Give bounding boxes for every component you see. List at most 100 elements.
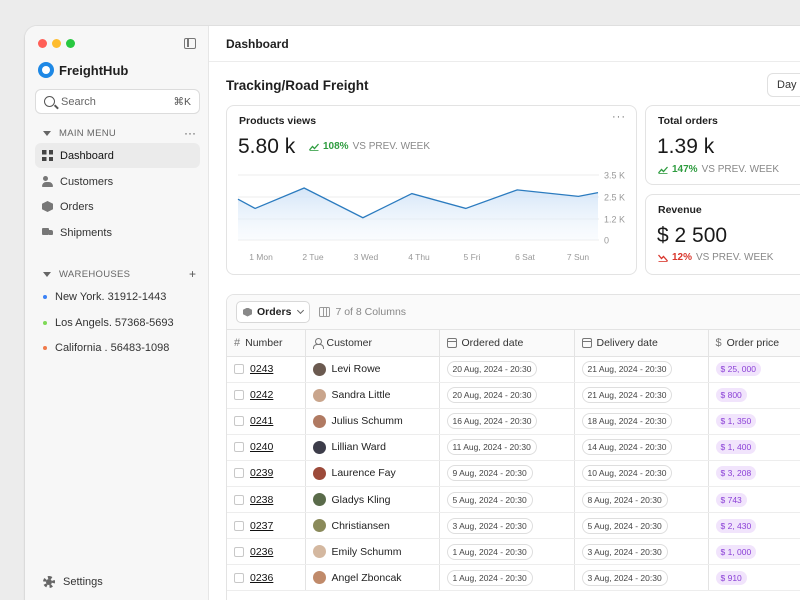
maximize-window-button[interactable] (66, 39, 75, 48)
order-number-link[interactable]: 0239 (250, 467, 274, 480)
columns-info: 7 of 8 Columns (335, 306, 407, 318)
row-checkbox[interactable] (234, 442, 244, 453)
user-icon (312, 337, 324, 349)
sidebar-item-customers[interactable]: Customers (35, 169, 200, 194)
table-row[interactable]: 0241 Julius Schumm 16 Aug, 2024 - 20:30 … (227, 408, 800, 435)
sidebar-item-shipments[interactable]: Shipments (35, 220, 200, 245)
trend-indicator: 108% VS PREV. WEEK (309, 141, 430, 152)
table-row[interactable]: 0236 Emily Schumm 1 Aug, 2024 - 20:30 3 … (227, 538, 800, 566)
page-title: Tracking/Road Freight (226, 78, 369, 93)
calendar-icon (581, 337, 592, 348)
box-icon (42, 201, 53, 212)
minimize-window-button[interactable] (52, 39, 61, 48)
number-cell: 0243 (227, 356, 306, 383)
column-header-delivery-date[interactable]: Delivery date (574, 330, 709, 357)
row-checkbox[interactable] (234, 520, 244, 531)
order-price-badge: $ 1, 000 (715, 544, 757, 559)
x-tick-label: 4 Thu (408, 252, 430, 262)
trend-indicator: 12% VS PREV. WEEK (658, 252, 773, 263)
customer-name: Christiansen (331, 519, 390, 532)
number-cell: 0237 (227, 512, 306, 540)
columns-toggle[interactable]: 7 of 8 Columns (319, 306, 406, 318)
avatar (312, 414, 326, 428)
column-header-order-price[interactable]: $ Order price (708, 330, 800, 357)
warehouse-item-new-york[interactable]: New York. 31912-1443 (43, 291, 166, 303)
order-number-link[interactable]: 0242 (250, 389, 274, 402)
dollar-icon: $ (715, 336, 722, 349)
sidebar-item-label: Customers (60, 175, 114, 188)
column-header-number[interactable]: # Number (227, 330, 306, 357)
warehouse-item-los-angels[interactable]: Los Angels. 57368-5693 (43, 317, 174, 329)
order-number-link[interactable]: 0240 (250, 441, 274, 454)
order-price-badge: $ 910 (715, 570, 747, 585)
products-views-chart: 3.5 K 2.5 K 1.2 K 0 1 Mon 2 Tue 3 Wed 4 Thu 5 Fr… (237, 171, 625, 262)
table-row[interactable]: 0236 Angel Zboncak 1 Aug, 2024 - 20:30 3… (227, 564, 800, 592)
trend-percent: 12% (672, 252, 693, 263)
customer-name: Julius Schumm (331, 415, 403, 428)
number-cell: 0236 (227, 564, 306, 592)
ordered-date-cell: 3 Aug, 2024 - 20:30 (439, 512, 575, 540)
header-title: Dashboard (226, 36, 289, 51)
order-price-badge: $ 1, 400 (715, 440, 757, 455)
period-select[interactable]: Day (767, 73, 800, 97)
table-row[interactable]: 0239 Laurence Fay 9 Aug, 2024 - 20:30 10… (227, 460, 800, 487)
sidebar-toggle-icon[interactable] (184, 38, 196, 49)
column-header-ordered-date[interactable]: Ordered date (439, 330, 575, 357)
sidebar-item-settings[interactable]: Settings (43, 576, 103, 588)
sidebar: FreightHub Search ⌘K MAIN MENU ··· Dashb… (25, 26, 209, 600)
sidebar-item-dashboard[interactable]: Dashboard (35, 143, 200, 168)
trend-comparison: VS PREV. WEEK (696, 252, 774, 263)
more-options-button[interactable]: ··· (612, 111, 626, 123)
main-menu-header[interactable]: MAIN MENU ··· (43, 126, 196, 140)
order-number-link[interactable]: 0236 (250, 571, 274, 584)
search-input[interactable]: Search ⌘K (35, 89, 200, 114)
ordered-date: 20 Aug, 2024 - 20:30 (446, 361, 538, 378)
close-window-button[interactable] (38, 39, 47, 48)
row-checkbox[interactable] (234, 468, 244, 479)
column-label: Customer (326, 336, 373, 349)
window-controls (38, 39, 75, 48)
more-options-button[interactable]: ··· (184, 126, 196, 140)
customer-name: Angel Zboncak (331, 571, 402, 584)
columns-icon (319, 307, 331, 317)
order-number-link[interactable]: 0241 (250, 415, 274, 428)
customer-cell: Julius Schumm (305, 408, 440, 435)
row-checkbox[interactable] (234, 364, 244, 375)
orders-view-dropdown[interactable]: Orders (236, 301, 311, 323)
row-checkbox[interactable] (234, 494, 244, 505)
warehouses-header[interactable]: WAREHOUSES + (43, 267, 196, 281)
order-number-link[interactable]: 0238 (250, 493, 274, 506)
table-row[interactable]: 0240 Lillian Ward 11 Aug, 2024 - 20:30 1… (227, 434, 800, 461)
calendar-icon (446, 337, 457, 348)
ordered-date: 9 Aug, 2024 - 20:30 (446, 465, 533, 482)
table-row[interactable]: 0237 Christiansen 3 Aug, 2024 - 20:30 5 … (227, 512, 800, 540)
row-checkbox[interactable] (234, 546, 244, 557)
table-row[interactable]: 0243 Levi Rowe 20 Aug, 2024 - 20:30 21 A… (227, 356, 800, 383)
ordered-date: 16 Aug, 2024 - 20:30 (446, 413, 538, 430)
row-checkbox[interactable] (234, 416, 244, 427)
column-header-customer[interactable]: Customer (305, 330, 440, 357)
number-cell: 0239 (227, 460, 306, 487)
trend-percent: 147% (672, 164, 698, 175)
order-number-link[interactable]: 0236 (250, 545, 274, 558)
row-checkbox[interactable] (234, 390, 244, 401)
warehouse-item-california[interactable]: California . 56483-1098 (43, 342, 169, 354)
delivery-date: 21 Aug, 2024 - 20:30 (581, 387, 673, 404)
sidebar-item-orders[interactable]: Orders (35, 194, 200, 219)
grid-icon (42, 150, 53, 161)
add-warehouse-button[interactable]: + (188, 267, 196, 281)
table-row[interactable]: 0242 Sandra Little 20 Aug, 2024 - 20:30 … (227, 382, 800, 409)
card-title: Revenue (658, 204, 702, 216)
customer-cell: Levi Rowe (305, 356, 440, 383)
number-cell: 0238 (227, 486, 306, 514)
y-tick-label: 1.2 K (604, 215, 625, 225)
customer-cell: Emily Schumm (305, 538, 440, 566)
table-row[interactable]: 0238 Gladys Kling 5 Aug, 2024 - 20:30 8 … (227, 486, 800, 514)
row-checkbox[interactable] (234, 572, 244, 583)
ordered-date: 3 Aug, 2024 - 20:30 (446, 517, 533, 534)
order-price-cell: $ 1, 000 (708, 538, 800, 566)
order-number-link[interactable]: 0243 (250, 363, 274, 376)
avatar (312, 362, 326, 376)
main-menu-label: MAIN MENU (59, 127, 117, 139)
order-number-link[interactable]: 0237 (250, 519, 274, 532)
